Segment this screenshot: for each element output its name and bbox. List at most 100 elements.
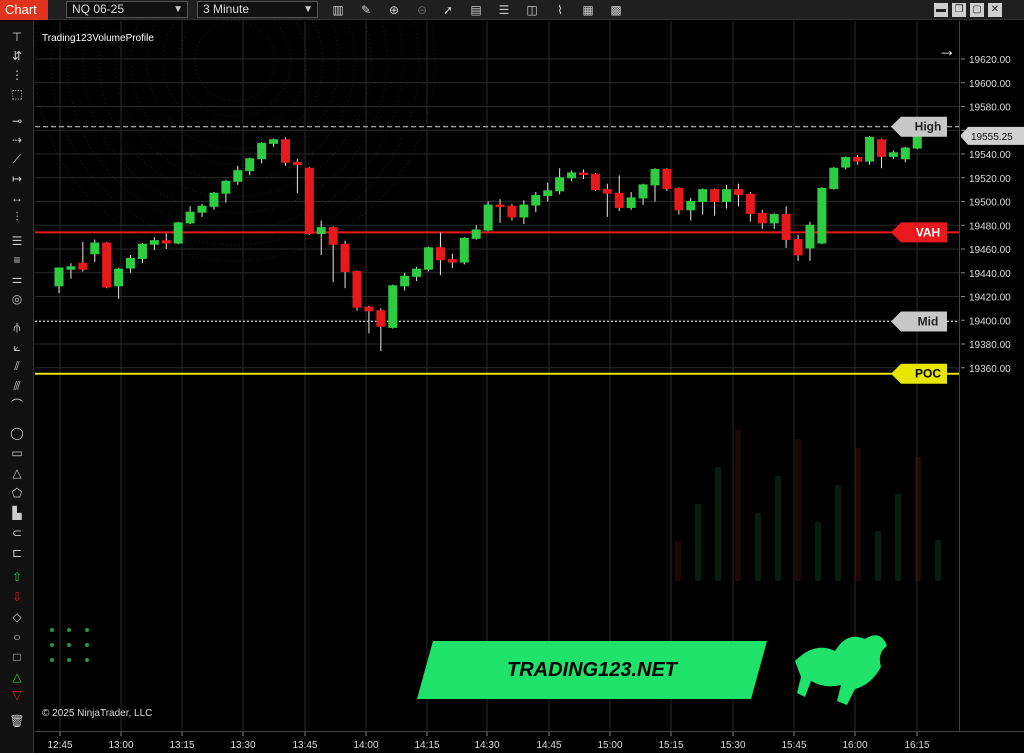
candle-up [841,157,851,168]
triangle-down-icon[interactable]: ▽ [12,688,22,702]
rectangle-icon[interactable]: ▭ [11,446,23,460]
candle-up [269,139,279,144]
candle-down [340,243,350,273]
time-tick-label: 14:00 [353,740,378,751]
gann-fan-icon[interactable]: ⟀ [13,340,21,354]
chart-grid [35,21,959,731]
triangle-icon[interactable]: △ [12,466,22,480]
price-tick-label: 19580.00 [969,103,1011,114]
arrow-down-icon[interactable]: ⇩ [11,590,23,604]
zoom-out-icon[interactable]: ⊖ [416,3,428,17]
price-tick-label: 19520.00 [969,174,1011,185]
chevron-down-icon: ▼ [303,4,313,15]
trash-icon[interactable]: 🗑 [9,714,25,728]
candle-down [292,161,302,166]
decor-bar [795,439,801,581]
ellipse-icon[interactable]: ◯ [10,426,24,440]
crosshair-icon[interactable]: ⇵ [11,49,23,63]
strategies-icon[interactable]: ⌇ [557,3,563,17]
chart-canvas: High VAH Mid POC TRADING123.NET Trading123V… [35,21,959,731]
restore-button[interactable]: ❐ [952,3,966,17]
region-icon[interactable]: ⬚ [11,87,23,101]
candle-up [66,266,76,270]
price-axis[interactable]: 19620.0019600.0019580.0019560.0019540.00… [960,21,1024,731]
time-axis[interactable]: 12:45 13:00 13:15 13:30 13:45 14:00 14:15 14:30… [35,731,1024,753]
indicators-icon[interactable]: ◫ [526,3,538,17]
arrow-line-icon[interactable]: ↦ [11,172,23,186]
fibonacci-icon[interactable]: ☰ [11,234,23,248]
decor-bar [675,541,681,581]
candle-up [90,242,100,255]
candle-up [471,229,481,239]
fib-extension-icon[interactable]: ≡ [13,253,21,267]
scroll-to-end-arrow-icon[interactable]: → [938,40,956,60]
triangle-up-icon[interactable]: △ [12,670,22,684]
decor-bar [935,540,941,581]
candle-up [698,189,708,202]
current-price-label: 19555.25 [971,132,1013,143]
region-highlight-icon[interactable]: ▙ [12,506,22,520]
dot-icon[interactable]: ○ [13,630,21,644]
time-tick-label: 15:00 [597,740,622,751]
horizontal-line-icon[interactable]: ↔ [11,191,23,205]
diamond-icon[interactable]: ◇ [12,610,22,624]
close-button[interactable]: ✕ [988,3,1002,17]
top-toolbar: Chart NQ 06-25 ▼ 3 Minute ▼ ▥ ✎ ⊕ ⊖ ➚ ▤ … [0,0,1024,20]
arc-tool-icon[interactable]: ⊂ [11,526,23,540]
fib-time-icon[interactable]: ⚌ [11,272,23,286]
pointer-icon[interactable]: ➚ [442,3,454,17]
decor-bar [915,457,921,581]
line-icon[interactable]: ⊸ [11,114,23,128]
candle-up [197,205,207,213]
price-tick-label: 19600.00 [969,79,1011,90]
pencil-icon[interactable]: ✎ [360,3,372,17]
time-axis-canvas: 12:45 13:00 13:15 13:30 13:45 14:00 14:15 14:30… [47,732,930,751]
ruler-icon[interactable]: ⊤ [11,30,23,44]
properties-icon[interactable]: ☰ [498,3,510,17]
decor-ring [130,21,340,166]
background-decoration [35,21,941,581]
price-tick-label: 19380.00 [969,340,1011,351]
bars-type-icon[interactable]: ▥ [332,3,344,17]
candle-down [733,189,743,195]
vertical-select-icon[interactable]: ⋮ [11,68,23,82]
zoom-in-icon[interactable]: ⊕ [388,3,400,17]
candle-up [543,190,553,197]
layout-icon[interactable]: ▩ [610,3,622,17]
chart-tab[interactable]: Chart [0,0,48,20]
minimize-button[interactable]: ▬ [934,3,948,17]
andrews-pitchfork-icon[interactable]: ⫛ [13,320,21,334]
candle-down [435,247,445,261]
candle-up [54,267,64,287]
candle-down [757,212,767,224]
price-tick-label: 19440.00 [969,269,1011,280]
arrow-up-icon[interactable]: ⇧ [11,570,23,584]
candle-up [316,227,326,235]
data-box-icon[interactable]: ▤ [470,3,482,17]
decor-ring [146,21,324,150]
candle-series [54,135,922,352]
candle-down [781,214,791,240]
decor-bar [775,476,781,581]
maximize-button[interactable]: ▢ [970,3,984,17]
vertical-line-icon[interactable]: ⫶ [15,210,19,224]
instrument-selector[interactable]: NQ 06-25 ▼ [66,1,188,18]
trend-channel-icon[interactable]: ⫻ [13,379,21,393]
interval-selector[interactable]: 3 Minute ▼ [197,1,318,18]
candle-up [638,184,648,199]
candle-up [424,247,434,270]
candle-up [805,224,815,249]
extended-line-icon[interactable]: ⟋ [12,152,22,166]
candle-up [173,222,183,244]
polygon-icon[interactable]: ⬠ [11,486,23,500]
fib-circle-icon[interactable]: ◎ [11,292,23,306]
regression-channel-icon[interactable]: ⫽ [14,359,20,373]
ray-icon[interactable]: ⇢ [11,133,23,147]
arc-icon[interactable]: ⌒ [10,398,23,412]
templates-icon[interactable]: ▦ [582,3,594,17]
price-chart[interactable]: High VAH Mid POC TRADING123.NET Trading123V… [35,21,960,731]
risk-reward-icon[interactable]: ⊏ [11,546,23,560]
time-tick-label: 13:30 [230,740,255,751]
square-icon[interactable]: □ [13,650,21,664]
candle-up [114,268,124,287]
